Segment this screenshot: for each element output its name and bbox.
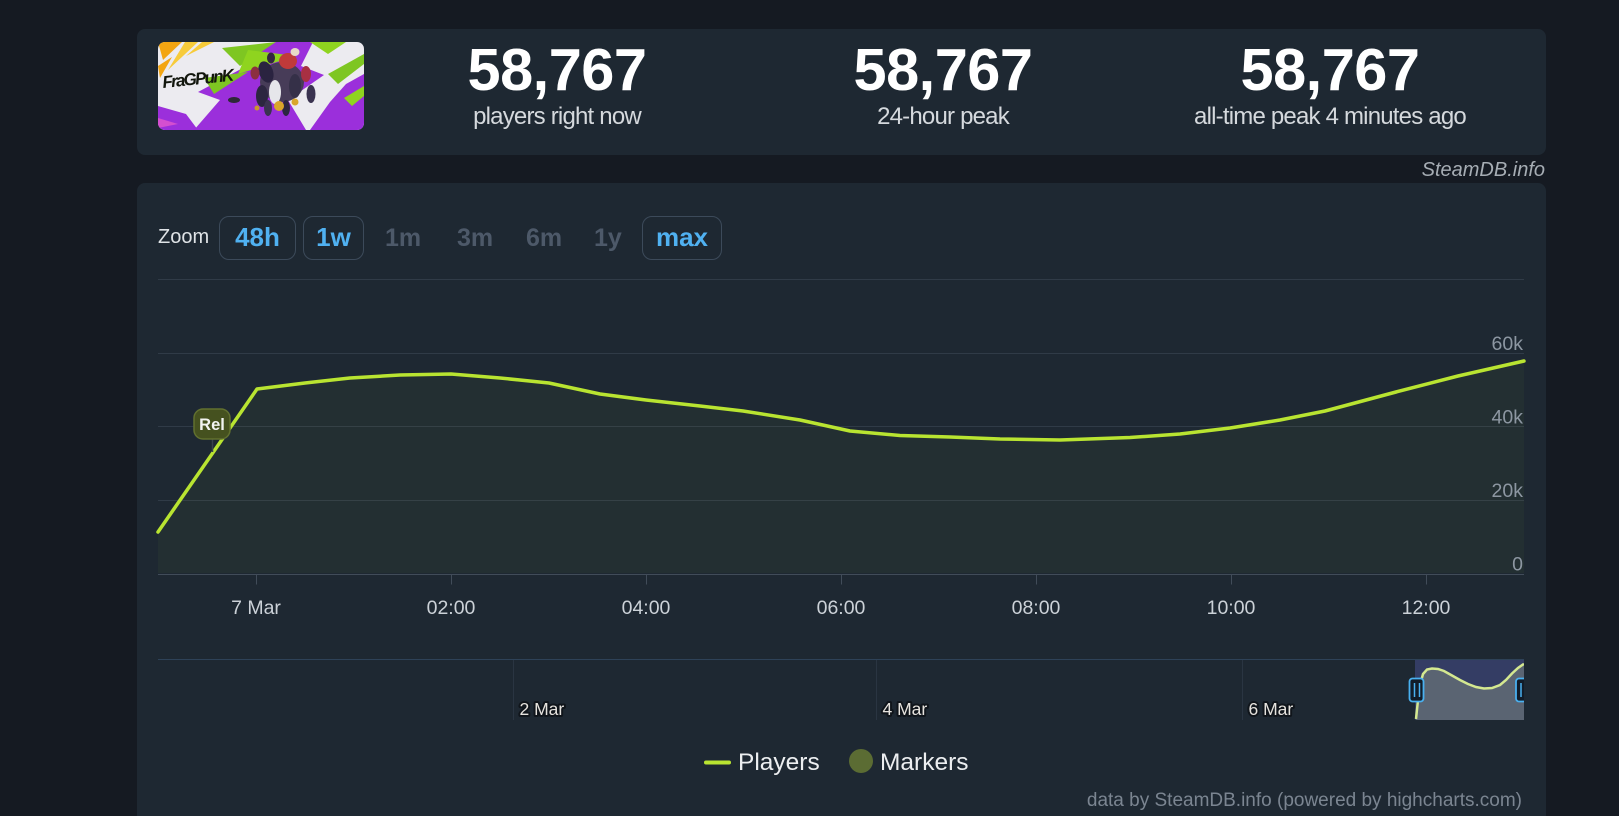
- svg-text:Rel: Rel: [199, 416, 225, 434]
- svg-text:Markers: Markers: [880, 749, 968, 776]
- svg-text:2 Mar: 2 Mar: [520, 699, 565, 719]
- svg-text:Players: Players: [738, 749, 820, 776]
- svg-text:60k: 60k: [1492, 333, 1524, 355]
- svg-text:20k: 20k: [1492, 480, 1524, 502]
- svg-text:0: 0: [1512, 554, 1523, 576]
- svg-text:04:00: 04:00: [622, 597, 671, 619]
- svg-text:40k: 40k: [1492, 407, 1524, 429]
- svg-text:7 Mar: 7 Mar: [231, 597, 281, 619]
- svg-text:02:00: 02:00: [427, 597, 476, 619]
- svg-text:10:00: 10:00: [1207, 597, 1256, 619]
- svg-text:6 Mar: 6 Mar: [1249, 699, 1294, 719]
- svg-text:12:00: 12:00: [1402, 597, 1451, 619]
- svg-text:08:00: 08:00: [1012, 597, 1061, 619]
- svg-text:06:00: 06:00: [817, 597, 866, 619]
- svg-text:4 Mar: 4 Mar: [883, 699, 928, 719]
- svg-text:data by SteamDB.info (powered: data by SteamDB.info (powered by highcha…: [1087, 790, 1522, 811]
